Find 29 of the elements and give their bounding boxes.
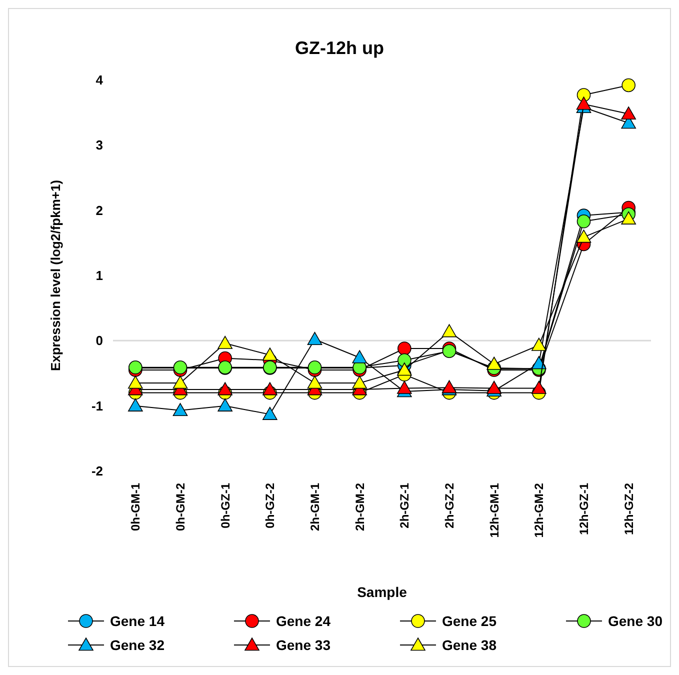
legend-label: Gene 33 — [276, 636, 331, 653]
x-tick-label: 2h-GM-1 — [308, 482, 322, 531]
x-tick-label: 2h-GM-2 — [352, 482, 367, 531]
x-axis-title: Sample — [357, 584, 408, 600]
x-tick-label: 0h-GZ-1 — [218, 482, 232, 528]
y-tick-label: 2 — [96, 202, 103, 218]
y-axis-title: Expression level (log2/fpkm+1) — [48, 180, 63, 372]
x-tick-label: 0h-GM-1 — [128, 482, 143, 531]
y-tick-label: 3 — [96, 138, 103, 153]
legend-label: Gene 25 — [442, 612, 497, 629]
x-tick-label: 0h-GM-2 — [173, 482, 188, 531]
legend-label: Gene 38 — [442, 636, 497, 653]
x-tick-label: 12h-GM-2 — [532, 482, 546, 538]
legend-label: Gene 32 — [110, 636, 165, 653]
y-tick-label: 4 — [96, 72, 104, 88]
x-tick-label: 0h-GZ-2 — [263, 482, 278, 528]
y-tick-label: -1 — [91, 398, 103, 414]
chart-title: GZ-12h up — [295, 38, 384, 58]
x-tick-label: 12h-GZ-1 — [576, 482, 591, 536]
legend-label: Gene 24 — [276, 612, 331, 629]
y-tick-label: -2 — [91, 464, 103, 479]
y-tick-label: 0 — [96, 333, 103, 348]
x-tick-label: 2h-GZ-1 — [398, 482, 412, 528]
legend-label: Gene 14 — [110, 612, 165, 629]
legend-label: Gene 30 — [608, 612, 663, 629]
x-tick-label: 12h-GZ-2 — [622, 482, 636, 536]
x-tick-label: 2h-GZ-2 — [442, 482, 456, 528]
y-tick-label: 1 — [96, 268, 103, 284]
x-tick-label: 12h-GM-1 — [487, 482, 502, 538]
